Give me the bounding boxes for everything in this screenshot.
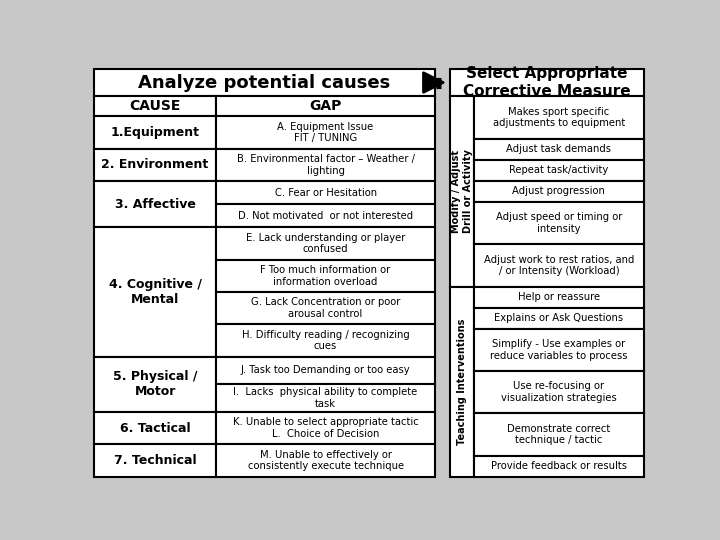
Text: Adjust work to rest ratios, and
/ or Intensity (Workload): Adjust work to rest ratios, and / or Int… [484, 255, 634, 276]
Text: A. Equipment Issue
FIT / TUNING: A. Equipment Issue FIT / TUNING [277, 122, 374, 143]
Bar [474, 371, 644, 413]
Text: 3. Affective: 3. Affective [114, 198, 196, 211]
Bar [474, 308, 644, 329]
Bar [451, 96, 474, 287]
Text: 5. Physical /
Motor: 5. Physical / Motor [113, 370, 197, 399]
Bar [94, 444, 216, 477]
Bar [94, 356, 216, 412]
Bar [94, 412, 216, 444]
Text: B. Environmental factor – Weather /
lighting: B. Environmental factor – Weather / ligh… [237, 154, 415, 176]
Bar [94, 227, 216, 356]
Bar [216, 292, 435, 325]
Text: Provide feedback or results: Provide feedback or results [491, 461, 627, 471]
Text: Analyze potential causes: Analyze potential causes [138, 73, 390, 91]
Text: GAP: GAP [310, 99, 342, 113]
Text: G. Lack Concentration or poor
arousal control: G. Lack Concentration or poor arousal co… [251, 298, 400, 319]
Text: H. Difficulty reading / recognizing
cues: H. Difficulty reading / recognizing cues [242, 329, 410, 351]
Bar [474, 181, 644, 202]
Bar [94, 96, 216, 117]
Text: CAUSE: CAUSE [130, 99, 181, 113]
Bar [474, 456, 644, 477]
Bar [216, 181, 435, 204]
Bar [474, 96, 644, 139]
Bar [216, 384, 435, 412]
Text: C. Fear or Hesitation: C. Fear or Hesitation [274, 187, 377, 198]
Text: M. Unable to effectively or
consistently execute technique: M. Unable to effectively or consistently… [248, 450, 404, 471]
Bar [216, 260, 435, 292]
Bar [474, 287, 644, 308]
Text: Simplify - Use examples or
reduce variables to process: Simplify - Use examples or reduce variab… [490, 339, 628, 361]
Bar [216, 96, 435, 117]
Bar [216, 412, 435, 444]
Text: 6. Tactical: 6. Tactical [120, 422, 190, 435]
Text: Explains or Ask Questions: Explains or Ask Questions [495, 313, 624, 323]
Text: D. Not motivated  or not interested: D. Not motivated or not interested [238, 211, 413, 221]
Text: Select Appropriate
Corrective Measure: Select Appropriate Corrective Measure [464, 66, 631, 99]
Bar [474, 329, 644, 371]
Text: 4. Cognitive /
Mental: 4. Cognitive / Mental [109, 278, 202, 306]
Text: Teaching Interventions: Teaching Interventions [457, 319, 467, 445]
Bar [216, 444, 435, 477]
Text: Use re-focusing or
visualization strategies: Use re-focusing or visualization strateg… [501, 381, 617, 403]
Bar [451, 69, 644, 96]
Text: 7. Technical: 7. Technical [114, 454, 197, 467]
Bar [474, 413, 644, 456]
Text: Demonstrate correct
technique / tactic: Demonstrate correct technique / tactic [508, 424, 611, 446]
Text: Adjust progression: Adjust progression [513, 186, 606, 197]
Text: Adjust speed or timing or
intensity: Adjust speed or timing or intensity [495, 212, 622, 234]
Text: 2. Environment: 2. Environment [102, 158, 209, 171]
Bar [94, 181, 216, 227]
Bar [94, 117, 216, 148]
Bar [474, 244, 644, 287]
Text: Modify / Adjust
Drill or Activity: Modify / Adjust Drill or Activity [451, 150, 473, 233]
Text: Adjust task demands: Adjust task demands [506, 144, 611, 154]
Bar [474, 160, 644, 181]
Text: J. Task too Demanding or too easy: J. Task too Demanding or too easy [240, 366, 410, 375]
Bar [216, 148, 435, 181]
Text: 1.Equipment: 1.Equipment [111, 126, 199, 139]
Bar [216, 356, 435, 384]
Bar [216, 227, 435, 260]
Bar [474, 139, 644, 160]
Bar [216, 325, 435, 356]
Text: Makes sport specific
adjustments to equipment: Makes sport specific adjustments to equi… [492, 107, 625, 129]
Bar [94, 69, 435, 96]
Bar [94, 148, 216, 181]
Bar [216, 117, 435, 148]
Bar [474, 202, 644, 244]
Bar [216, 204, 435, 227]
Text: Help or reassure: Help or reassure [518, 292, 600, 302]
Text: K. Unable to select appropriate tactic
L.  Choice of Decision: K. Unable to select appropriate tactic L… [233, 417, 418, 439]
Text: E. Lack understanding or player
confused: E. Lack understanding or player confused [246, 233, 405, 254]
Text: Repeat task/activity: Repeat task/activity [509, 165, 608, 176]
Bar [451, 287, 474, 477]
Text: F Too much information or
information overload: F Too much information or information ov… [261, 265, 391, 287]
Text: I.  Lacks  physical ability to complete
task: I. Lacks physical ability to complete ta… [233, 387, 418, 409]
